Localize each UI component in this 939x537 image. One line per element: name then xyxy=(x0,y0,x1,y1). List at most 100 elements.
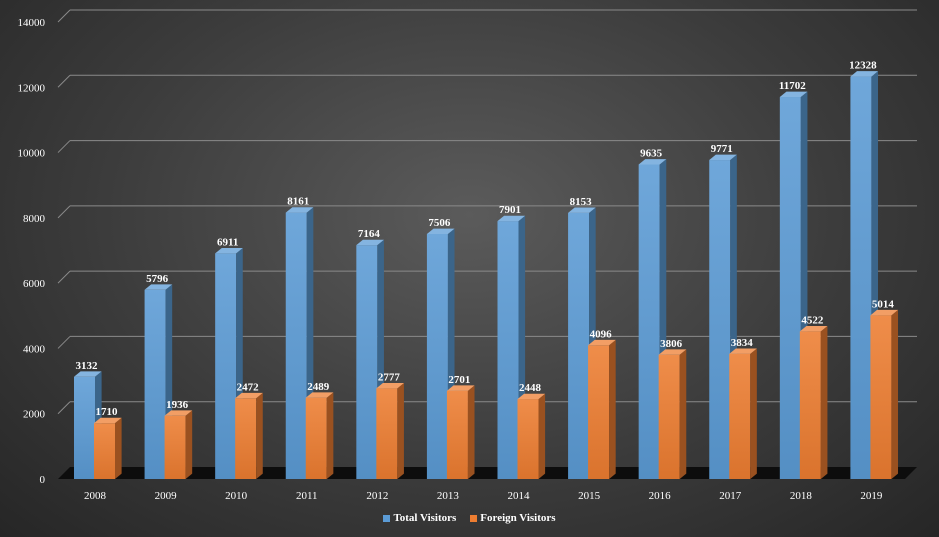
bar-top-foreign-2010 xyxy=(235,392,263,399)
bar-side-foreign-2016 xyxy=(679,349,687,479)
bar-top-foreign-2014 xyxy=(517,393,546,400)
data-label-foreign-2015: 4096 xyxy=(590,328,613,340)
x-tick-label: 2014 xyxy=(508,490,531,502)
bar-side-foreign-2015 xyxy=(609,339,616,479)
legend-label-total-visitors: Total Visitors xyxy=(393,512,457,524)
y-tick-label: 4000 xyxy=(23,343,46,355)
bar-top-foreign-2016 xyxy=(658,349,687,355)
data-label-total-2017: 9771 xyxy=(711,143,733,155)
bar-total-2008 xyxy=(74,376,95,479)
gridline-diagonal xyxy=(57,336,71,349)
data-label-foreign-2017: 3834 xyxy=(731,337,754,349)
bar-top-foreign-2013 xyxy=(446,385,475,391)
bar-foreign-2014 xyxy=(517,399,539,479)
x-tick-label: 2010 xyxy=(225,490,248,502)
bar-side-foreign-2009 xyxy=(185,410,193,479)
y-tick-label: 0 xyxy=(40,474,46,486)
x-tick-label: 2008 xyxy=(84,490,107,502)
bar-top-total-2012 xyxy=(356,239,384,246)
bar-top-foreign-2012 xyxy=(376,382,404,389)
bar-top-total-2011 xyxy=(285,207,314,213)
bar-side-foreign-2013 xyxy=(467,385,475,479)
bar-top-foreign-2017 xyxy=(729,348,757,354)
bar-side-foreign-2017 xyxy=(750,348,757,479)
bar-foreign-2008 xyxy=(94,423,115,479)
bar-total-2016 xyxy=(638,164,660,479)
gridline-diagonal xyxy=(57,74,71,88)
x-tick-label: 2011 xyxy=(296,490,318,502)
gridline-diagonal xyxy=(57,401,71,415)
chart-floor xyxy=(58,467,917,479)
bar-foreign-2018 xyxy=(799,331,821,479)
data-label-total-2016: 9635 xyxy=(640,147,663,159)
bar-side-foreign-2012 xyxy=(397,382,404,479)
y-tick-label: 12000 xyxy=(18,82,46,94)
y-tick-label: 8000 xyxy=(23,213,46,225)
gridline-diagonal xyxy=(57,140,71,153)
data-label-foreign-2009: 1936 xyxy=(166,399,189,411)
bar-top-foreign-2019 xyxy=(870,309,899,316)
x-tick-label: 2019 xyxy=(860,490,883,502)
bar-side-foreign-2011 xyxy=(326,392,334,479)
bar-top-total-2009 xyxy=(144,284,173,290)
legend-entry-total-visitors: Total Visitors xyxy=(383,512,456,524)
data-label-total-2018: 11702 xyxy=(779,80,806,92)
x-tick-label: 2016 xyxy=(649,490,672,502)
y-tick-label: 14000 xyxy=(18,17,46,29)
bar-top-total-2014 xyxy=(497,215,526,222)
bar-side-foreign-2010 xyxy=(256,392,263,479)
legend-entry-foreign-visitors: Foreign Visitors xyxy=(470,512,556,524)
data-label-total-2008: 3132 xyxy=(76,360,99,372)
bar-foreign-2013 xyxy=(446,390,468,479)
bar-top-foreign-2008 xyxy=(94,417,122,424)
bar-foreign-2019 xyxy=(870,315,892,479)
data-label-foreign-2014: 2448 xyxy=(519,382,542,394)
bar-total-2014 xyxy=(497,221,519,479)
bar-top-total-2018 xyxy=(779,91,808,98)
data-label-total-2010: 6911 xyxy=(217,236,238,248)
bar-top-foreign-2011 xyxy=(305,392,334,398)
legend-label-foreign-visitors: Foreign Visitors xyxy=(480,512,556,524)
bar-side-foreign-2008 xyxy=(115,417,122,479)
bar-total-2012 xyxy=(356,245,378,479)
bar-foreign-2010 xyxy=(235,398,257,479)
y-tick-label: 2000 xyxy=(23,409,46,421)
data-label-total-2014: 7901 xyxy=(499,204,521,216)
bar-top-total-2010 xyxy=(215,248,243,254)
bar-total-2011 xyxy=(285,212,307,480)
data-label-foreign-2011: 2489 xyxy=(307,381,330,393)
bar-side-foreign-2014 xyxy=(538,393,546,479)
bar-side-foreign-2019 xyxy=(891,309,899,479)
bar-total-2013 xyxy=(426,233,448,479)
gridline-diagonal xyxy=(57,9,71,23)
bar-total-2010 xyxy=(215,253,237,479)
data-label-foreign-2016: 3806 xyxy=(660,338,683,350)
bar-top-total-2008 xyxy=(74,371,102,377)
x-tick-label: 2015 xyxy=(578,490,601,502)
x-tick-label: 2012 xyxy=(366,490,388,502)
data-label-foreign-2018: 4522 xyxy=(801,314,824,326)
data-label-total-2011: 8161 xyxy=(287,196,309,208)
bar-total-2015 xyxy=(568,212,590,479)
legend-swatch-foreign-visitors xyxy=(470,514,478,522)
data-label-foreign-2019: 5014 xyxy=(872,298,895,310)
bar-top-total-2015 xyxy=(568,207,596,213)
gridline-diagonal xyxy=(57,270,71,284)
bar-top-foreign-2015 xyxy=(588,339,616,346)
bar-foreign-2015 xyxy=(588,345,610,479)
bar-total-2017 xyxy=(709,160,731,480)
x-tick-label: 2013 xyxy=(437,490,460,502)
y-tick-label: 10000 xyxy=(18,148,46,160)
bar-top-foreign-2018 xyxy=(799,325,828,332)
data-label-foreign-2013: 2701 xyxy=(448,374,470,386)
data-label-total-2015: 8153 xyxy=(570,196,593,208)
gridline-diagonal xyxy=(57,205,71,219)
y-tick-label: 6000 xyxy=(23,278,46,290)
x-tick-label: 2017 xyxy=(719,490,742,502)
bar-foreign-2011 xyxy=(305,397,327,479)
bar-foreign-2016 xyxy=(658,354,680,479)
data-label-total-2009: 5796 xyxy=(146,273,169,285)
x-tick-label: 2018 xyxy=(790,490,813,502)
